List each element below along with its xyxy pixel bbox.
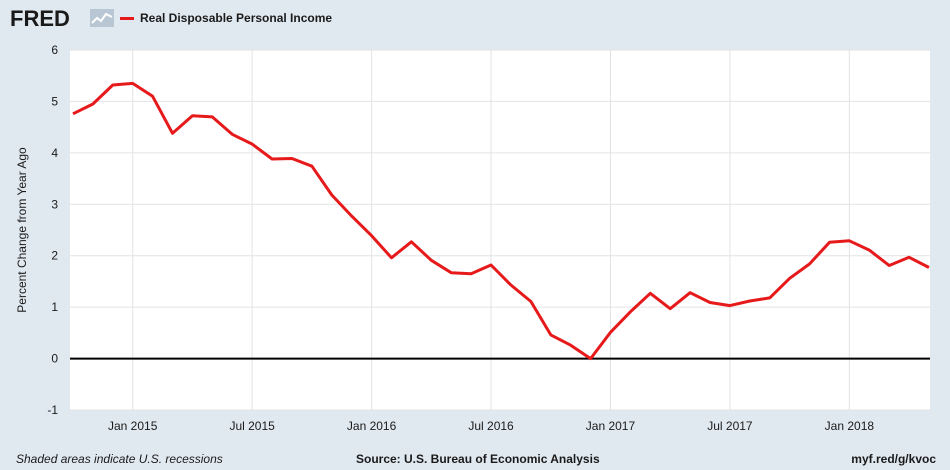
y-axis-label: Percent Change from Year Ago [15,147,29,313]
legend-label: Real Disposable Personal Income [140,11,333,25]
legend-swatch [120,16,134,20]
x-tick-label: Jul 2017 [707,419,753,433]
short-link[interactable]: myf.red/g/kvoc [851,452,936,466]
chart-header: FRED Real Disposable Personal Income [0,0,950,40]
y-tick-label: -1 [47,403,58,417]
grid-lines [70,49,930,411]
plot-area [70,50,930,410]
x-axis-ticks: Jan 2015 Jul 2015 Jan 2016 Jul 2016 Jan 2017… [108,419,874,433]
recession-note: Shaded areas indicate U.S. recessions [16,452,223,466]
y-tick-label: 4 [51,146,58,160]
legend: Real Disposable Personal Income [120,11,332,25]
y-tick-label: 2 [51,249,58,263]
x-tick-label: Jan 2016 [347,419,397,433]
chart-footer: Shaded areas indicate U.S. recessions So… [0,448,950,470]
series-line [72,81,930,361]
y-tick-label: 0 [51,352,58,366]
source-note: Source: U.S. Bureau of Economic Analysis [356,452,600,466]
x-tick-label: Jul 2015 [229,419,275,433]
sparkline-icon [90,9,114,27]
y-tick-label: 6 [51,43,58,57]
y-tick-label: 5 [51,94,58,108]
y-tick-label: 1 [51,300,58,314]
x-tick-label: Jan 2017 [586,419,636,433]
y-tick-label: 3 [51,197,58,211]
x-tick-label: Jan 2018 [825,419,875,433]
x-tick-label: Jan 2015 [108,419,158,433]
x-tick-label: Jul 2016 [468,419,514,433]
y-axis-ticks: -1 0 1 2 3 4 5 6 [47,43,58,417]
fred-logo[interactable]: FRED [10,6,70,31]
chart: -1 0 1 2 3 4 5 6 Jan 2015 Jul 2015 Jan 2016 Jul 20… [15,43,930,433]
